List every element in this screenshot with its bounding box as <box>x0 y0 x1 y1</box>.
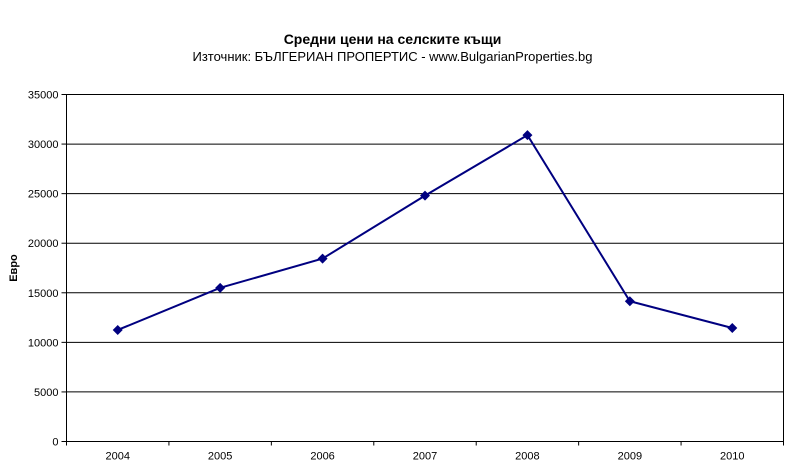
y-tick-label: 25000 <box>28 189 59 201</box>
chart-title: Средни цени на селските къщи <box>283 31 502 47</box>
price-line <box>117 133 733 331</box>
x-tick-label: 2009 <box>618 451 642 463</box>
chart-subtitle: Източник: БЪЛГЕРИАН ПРОПЕРТИС - www.Bulg… <box>192 49 593 64</box>
data-point-marker <box>727 322 738 333</box>
plot-border <box>66 94 784 442</box>
x-tick-label: 2004 <box>105 451 129 463</box>
data-point-marker <box>112 324 123 335</box>
data-point-marker <box>420 190 430 201</box>
data-point-marker <box>215 282 226 293</box>
x-tick-label: 2008 <box>515 451 539 463</box>
x-tick-label: 2010 <box>720 451 744 463</box>
x-tick-label: 2006 <box>310 451 334 463</box>
y-axis-title: Евро <box>8 254 20 282</box>
x-tick-label: 2007 <box>413 451 437 463</box>
y-tick-label: 0 <box>52 437 58 449</box>
y-tick-label: 35000 <box>28 90 59 102</box>
y-tick-label: 15000 <box>28 288 59 300</box>
data-point-marker <box>522 130 533 141</box>
x-tick-label: 2005 <box>208 451 232 463</box>
y-tick-label: 10000 <box>28 337 59 349</box>
data-point-marker <box>624 296 635 307</box>
y-tick-label: 20000 <box>28 238 59 250</box>
y-tick-label: 30000 <box>28 139 59 151</box>
data-point-marker <box>317 253 328 264</box>
y-tick-label: 5000 <box>34 387 58 399</box>
